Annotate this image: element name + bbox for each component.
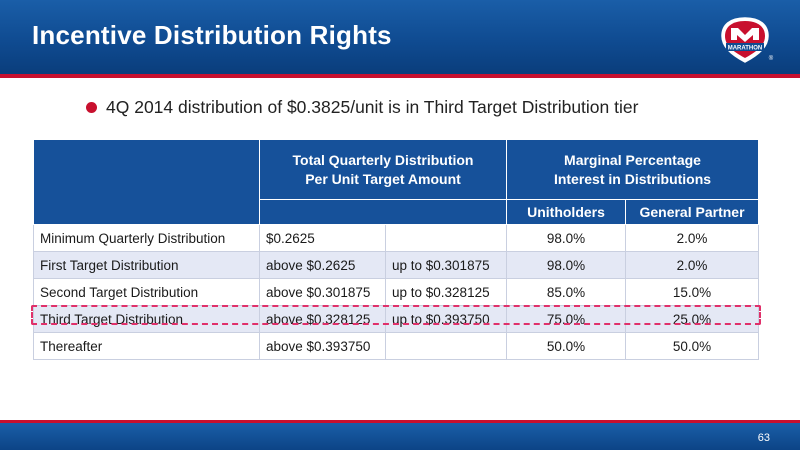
header-marginal-percentage: Marginal Percentage Interest in Distribu… (506, 139, 759, 200)
row-unitholders: 50.0% (506, 332, 626, 360)
header-marginal-line1: Marginal Percentage (564, 151, 701, 168)
row-unitholders: 98.0% (506, 251, 626, 279)
row-to (385, 332, 507, 360)
footer-red-stripe (0, 420, 800, 423)
row-to: up to $0.301875 (385, 251, 507, 279)
row-unitholders: 98.0% (506, 224, 626, 252)
row-general-partner: 2.0% (625, 251, 759, 279)
slide-footer (0, 423, 800, 450)
row-label: Second Target Distribution (33, 278, 260, 306)
row-label: Thereafter (33, 332, 260, 360)
row-general-partner: 50.0% (625, 332, 759, 360)
row-label: Third Target Distribution (33, 305, 260, 333)
table-row-highlighted: Third Target Distribution above $0.32812… (33, 305, 759, 333)
row-to: up to $0.393750 (385, 305, 507, 333)
header-marginal-line2: Interest in Distributions (553, 170, 712, 187)
header-red-stripe (0, 74, 800, 78)
row-unitholders: 85.0% (506, 278, 626, 306)
header-target-amount: Total Quarterly Distribution Per Unit Ta… (259, 139, 507, 200)
header-unitholders: Unitholders (506, 199, 626, 225)
header-target-line2: Per Unit Target Amount (305, 170, 461, 187)
row-general-partner: 2.0% (625, 224, 759, 252)
bullet-text: 4Q 2014 distribution of $0.3825/unit is … (106, 97, 639, 117)
row-from: $0.2625 (259, 224, 386, 252)
marathon-logo: MARATHON ® (721, 17, 774, 63)
table-subheader-row: Unitholders General Partner (34, 199, 759, 225)
row-general-partner: 15.0% (625, 278, 759, 306)
slide-header (0, 0, 800, 75)
distribution-table: Total Quarterly Distribution Per Unit Ta… (33, 139, 759, 360)
logo-registered-mark: ® (769, 55, 774, 62)
row-from: above $0.301875 (259, 278, 386, 306)
page-number: 63 (757, 432, 770, 444)
row-label: Minimum Quarterly Distribution (33, 224, 260, 252)
row-from: above $0.328125 (259, 305, 386, 333)
header-target-line1: Total Quarterly Distribution (292, 151, 474, 168)
row-to: up to $0.328125 (385, 278, 507, 306)
table-row: First Target Distribution above $0.2625 … (33, 251, 759, 279)
row-from: above $0.2625 (259, 251, 386, 279)
row-label: First Target Distribution (33, 251, 260, 279)
table-row: Second Target Distribution above $0.3018… (33, 278, 759, 306)
bullet-dot-icon (86, 102, 97, 113)
table-header-row: Total Quarterly Distribution Per Unit Ta… (33, 139, 759, 225)
bullet-point: 4Q 2014 distribution of $0.3825/unit is … (86, 97, 638, 118)
row-to (385, 224, 507, 252)
row-unitholders: 75.0% (506, 305, 626, 333)
table-row: Thereafter above $0.393750 50.0% 50.0% (33, 332, 759, 360)
row-general-partner: 25.0% (625, 305, 759, 333)
table-row: Minimum Quarterly Distribution $0.2625 9… (33, 224, 759, 252)
row-from: above $0.393750 (259, 332, 386, 360)
header-empty-cell (33, 139, 260, 225)
header-general-partner: General Partner (625, 199, 759, 225)
header-white-stripe (0, 78, 800, 80)
subheader-empty-cell (259, 199, 507, 225)
slide-title: Incentive Distribution Rights (32, 20, 392, 50)
logo-wordmark: MARATHON (728, 46, 763, 52)
